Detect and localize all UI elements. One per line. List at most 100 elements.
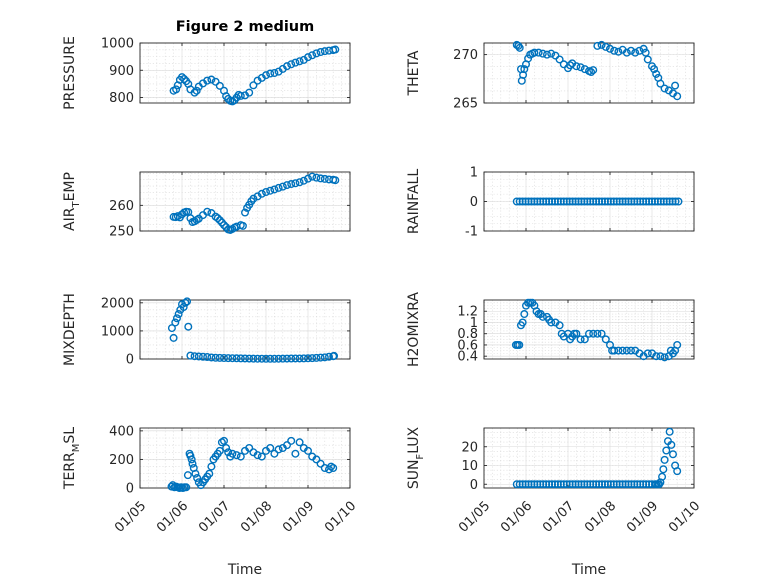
panel-7-data-point	[191, 469, 200, 478]
panel-5-data-point	[179, 303, 188, 312]
panel-8-data-point	[624, 480, 633, 489]
panel-5-data-point	[174, 310, 183, 319]
panel-1-data-point	[331, 45, 340, 54]
panel-4-data-point	[530, 197, 539, 206]
panel-8-data-point	[592, 480, 601, 489]
panel-3-data-point	[213, 214, 222, 223]
panel-3-data-point	[308, 172, 317, 181]
panel-8-data-point	[618, 480, 627, 489]
panel-6-data-point	[652, 352, 661, 361]
panel-1-data-point	[295, 57, 304, 66]
panel-4-data-point	[542, 197, 551, 206]
panel-2-data-point	[671, 81, 680, 90]
panel-7-data-point	[186, 451, 195, 460]
panel-7-data-point	[316, 459, 325, 468]
panel-5-data-point	[224, 354, 233, 363]
panel-2-data-point	[597, 40, 606, 49]
panel-5-data-point	[194, 352, 203, 361]
panel-5-y-tick-label: 1000	[101, 324, 134, 339]
panel-4-data-point	[662, 197, 671, 206]
panel-6-y-tick-label: 0.6	[457, 338, 478, 353]
panel-2-y-axis-label: THETA	[406, 50, 422, 96]
panel-4-data-point	[512, 197, 521, 206]
panel-4-data-point	[671, 197, 680, 206]
panel-5-y-tick-label: 2000	[101, 296, 134, 311]
panel-4-data-point	[571, 197, 580, 206]
panel-8-data-point	[545, 480, 554, 489]
panel-4-data-point	[539, 197, 548, 206]
panel-6-axes-frame	[483, 299, 695, 360]
panel-5-data-point	[184, 322, 193, 331]
panel-8-y-tick-label: 0	[470, 478, 478, 493]
panel-2-data-point	[576, 63, 585, 72]
panel-4-data-point	[615, 197, 624, 206]
panel-5-data-point	[299, 354, 308, 363]
panel-6-y-axis-label: H2OMIXRA	[406, 292, 422, 367]
panel-2-data-point	[547, 49, 556, 58]
panel-7-data-point	[193, 474, 202, 483]
panel-8-data-point	[606, 480, 615, 489]
panel-3-data-point	[266, 186, 275, 195]
panel-4-y-axis-label: RAINFALL	[406, 169, 422, 234]
panel-8-data-point	[521, 480, 530, 489]
panel-4-data-point	[574, 197, 583, 206]
panel-1-data-point	[316, 48, 325, 57]
panel-7-data-point	[312, 455, 321, 464]
panel-8-data-point	[600, 480, 609, 489]
panel-5-data-point	[274, 354, 283, 363]
panel-1-data-point	[270, 68, 279, 77]
panel-8-data-point	[586, 480, 595, 489]
panel-1-data-point	[177, 73, 186, 82]
panel-6-data-point	[572, 329, 581, 338]
panel-7-data-point	[222, 444, 231, 453]
panel-7-data-point	[274, 445, 283, 454]
panel-8-data-point	[580, 480, 589, 489]
panel-1-data-point	[312, 49, 321, 58]
panel-6-data-point	[673, 340, 682, 349]
panel-5-data-point	[219, 354, 228, 363]
panel-2-data-point	[555, 55, 564, 64]
panel-4-y-tick-label: 0	[470, 195, 478, 210]
panel-5-data-point	[253, 354, 262, 363]
panel-5-data-point	[169, 333, 178, 342]
panel-4-data-point	[648, 197, 657, 206]
panel-7-y-axis-label-part: SL	[62, 427, 78, 444]
panel-4-y-tick-label: -1	[465, 225, 478, 240]
panel-4-data-point	[536, 197, 545, 206]
panel-4-data-point	[527, 197, 536, 206]
panel-4-data-point	[645, 197, 654, 206]
panel-7-data-point	[329, 464, 338, 473]
panel-3-data-point	[287, 180, 296, 189]
panel-2-data-point	[601, 42, 610, 51]
panel-2-data-point	[656, 79, 665, 88]
panel-2-y-tick-label: 265	[453, 97, 478, 112]
panel-2-data-point	[627, 46, 636, 55]
panel-7-data-point	[304, 446, 313, 455]
panel-3-data-point	[274, 183, 283, 192]
panel-4-data-point	[674, 197, 683, 206]
panel-4-data-point	[553, 197, 562, 206]
panel-5-data-point	[190, 352, 199, 361]
panel-4-data-point	[592, 197, 601, 206]
panel-1-data-point	[236, 91, 245, 100]
panel-8-y-axis-label-part: SUN	[406, 460, 422, 490]
panel-6-data-point	[547, 318, 556, 327]
panel-6-y-tick-label: 1	[470, 316, 478, 331]
panel-5-data-point	[312, 353, 321, 362]
panel-8-data-point	[615, 480, 624, 489]
panel-5-data-point	[236, 354, 245, 363]
panel-4-data-point	[659, 197, 668, 206]
panel-2-data-point	[610, 46, 619, 55]
panel-8-data-point	[630, 480, 639, 489]
panel-7-data-point	[291, 449, 300, 458]
panel-3-data-point	[270, 185, 279, 194]
panel-1-axes-frame	[139, 42, 351, 104]
panel-8-data-point	[571, 480, 580, 489]
panel-6-data-point	[618, 346, 627, 355]
panel-5-data-point	[270, 354, 279, 363]
panel-2-data-point	[538, 49, 547, 58]
panel-4-data-point	[586, 197, 595, 206]
panel-8-data-point	[612, 480, 621, 489]
panel-5-data-point	[320, 353, 329, 362]
panel-5-data-point	[308, 354, 317, 363]
